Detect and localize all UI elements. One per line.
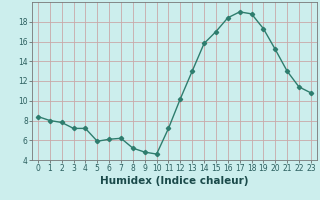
X-axis label: Humidex (Indice chaleur): Humidex (Indice chaleur) xyxy=(100,176,249,186)
